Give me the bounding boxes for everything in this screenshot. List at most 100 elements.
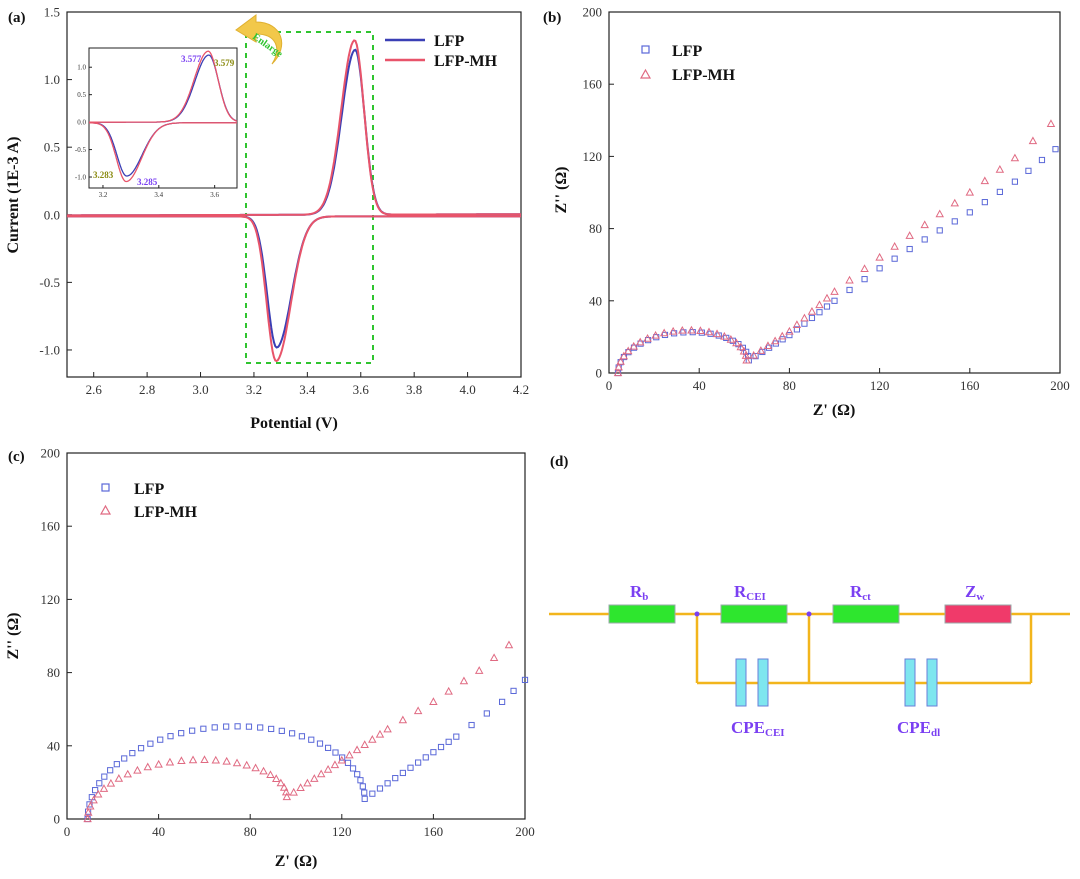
data-point-lfp — [981, 199, 988, 206]
data-point-lfp-mh — [375, 729, 385, 738]
data-point-lfp-mh — [242, 760, 251, 769]
data-point-lfp-mh — [860, 264, 869, 273]
warburg-zw — [944, 604, 1012, 624]
data-point-lfp — [101, 773, 108, 780]
data-point-lfp-mh — [296, 783, 305, 791]
y-tick-label: 0 — [54, 812, 61, 827]
x-tick-label: 3.4 — [154, 191, 163, 199]
data-point-lfp-mh — [845, 275, 854, 284]
x-tick-label: 2.8 — [139, 382, 155, 397]
data-point-lfp-mh — [200, 755, 209, 764]
data-point-lfp-mh — [89, 795, 98, 804]
data-point-lfp — [483, 710, 490, 717]
panel-a: (a) 2.6 2.8 3.0 3.2 3.4 3.6 3.8 4.0 4.2 -1.0 -0.5… — [5, 5, 529, 433]
y-axis-ticks-b: 0 40 80 120 160 200 — [583, 5, 614, 381]
data-point-lfp-mh — [1010, 153, 1020, 162]
label-rb: Rb — [630, 582, 648, 603]
data-point-lfp-mh — [619, 351, 629, 360]
enlarge-arrow-icon: Enlarge — [235, 14, 285, 65]
data-point-lfp-mh — [106, 778, 116, 787]
data-point-lfp-mh — [279, 783, 289, 791]
y-axis-label-c: Z'' (Ω) — [5, 612, 22, 659]
data-point-lfp-mh — [259, 766, 268, 775]
y-tick-label: -1.0 — [75, 174, 87, 182]
data-point-lfp-mh — [935, 209, 944, 218]
data-point-lfp-mh — [474, 666, 484, 674]
data-point-lfp — [357, 777, 364, 784]
y-tick-label: 1.0 — [77, 64, 86, 72]
resistor-rb — [608, 604, 676, 624]
data-point-lfp-mh — [770, 336, 780, 345]
data-point-lfp-mh — [165, 757, 175, 766]
x-tick-label: 3.2 — [99, 191, 108, 199]
data-point-lfp — [129, 750, 136, 757]
inset-a: 3.2 3.4 3.6 -1.0 -0.5 0.0 0.5 1.0 3.577 3.579 3… — [75, 47, 238, 199]
x-tick-label: 120 — [870, 378, 890, 393]
data-point-lfp — [316, 740, 324, 747]
data-point-lfp — [107, 767, 114, 774]
data-point-lfp — [157, 736, 164, 743]
data-point-lfp-mh — [1046, 119, 1056, 128]
x-tick-label: 3.0 — [192, 382, 208, 397]
y-tick-label: 0.5 — [44, 140, 60, 155]
x-tick-label: 3.6 — [210, 191, 219, 199]
data-point-lfp-mh — [756, 346, 766, 354]
data-point-lfp — [392, 775, 399, 782]
data-point-lfp-mh — [188, 755, 198, 764]
data-point-lfp — [86, 801, 93, 808]
data-point-lfp — [96, 780, 103, 787]
y-tick-label: 1.0 — [44, 72, 60, 87]
data-point-lfp-mh — [659, 328, 669, 337]
data-point-lfp — [437, 743, 445, 751]
data-point-lfp — [743, 348, 750, 355]
enlarge-region-box — [245, 31, 374, 364]
legend-marker-lfp-mh — [639, 68, 652, 79]
data-point-lfp-mh — [822, 293, 832, 302]
data-point-lfp-mh — [289, 787, 298, 796]
x-tick-label: 3.2 — [246, 382, 262, 397]
label-cpe-cei: CPECEI — [731, 718, 785, 739]
x-tick-label: 0 — [606, 378, 613, 393]
data-point-lfp — [361, 789, 368, 796]
data-point-lfp — [1025, 167, 1032, 174]
data-point-lfp-mh — [749, 350, 758, 359]
data-point-lfp — [808, 314, 816, 322]
data-point-lfp-mh — [800, 313, 809, 322]
legend-label-lfp-mh: LFP-MH — [434, 53, 498, 70]
data-point-lfp-mh — [905, 231, 914, 239]
data-point-lfp — [223, 723, 230, 730]
data-point-lfp-mh — [950, 198, 960, 207]
data-point-lfp-mh — [211, 755, 221, 764]
inset-label-3579: 3.579 — [214, 58, 235, 68]
y-axis-ticks-c: 0 40 80 120 160 200 — [41, 446, 72, 827]
scatter-points-b — [613, 119, 1059, 377]
data-point-lfp — [752, 353, 759, 360]
data-point-lfp-mh — [785, 326, 794, 335]
data-point-lfp-mh — [383, 724, 392, 733]
circuit-node — [694, 611, 700, 617]
data-point-lfp-mh — [83, 814, 92, 823]
data-point-lfp-mh — [696, 326, 705, 334]
data-point-lfp — [966, 209, 973, 216]
data-point-lfp — [189, 727, 196, 734]
data-point-lfp-mh — [687, 325, 696, 334]
y-tick-label: 160 — [583, 77, 603, 92]
data-point-lfp-mh — [177, 756, 186, 765]
data-point-lfp — [332, 749, 339, 756]
label-cpe-dl: CPEdl — [897, 718, 940, 739]
data-point-lfp — [113, 761, 120, 768]
label-zw: Zw — [965, 582, 984, 603]
inset-label-3285: 3.285 — [137, 177, 158, 187]
data-point-lfp — [430, 749, 437, 756]
data-point-lfp-mh — [720, 331, 729, 340]
data-point-lfp-mh — [651, 330, 660, 339]
data-point-lfp-mh — [726, 334, 736, 343]
legend-label-lfp-mh: LFP-MH — [134, 504, 198, 521]
x-tick-label: 40 — [693, 378, 706, 393]
data-point-lfp-mh — [271, 774, 281, 783]
data-point-lfp-mh — [712, 329, 722, 338]
data-point-lfp-mh — [398, 715, 408, 724]
plot-frame-b — [608, 11, 1061, 374]
data-point-lfp — [234, 723, 241, 730]
scatter-points-c — [83, 640, 529, 823]
